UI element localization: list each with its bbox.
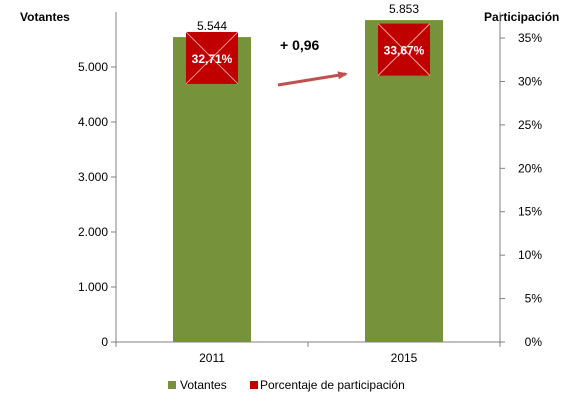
right-tick-label: 0% [525, 335, 543, 349]
x-tick-label: 2015 [391, 351, 418, 365]
right-tick-label: 20% [518, 161, 542, 175]
annotation-arrow [277, 71, 348, 87]
participation-data-label: 33,67% [384, 44, 425, 58]
markers-group: 32,71% 33,67% [185, 23, 431, 85]
left-tick-label: 5.000 [78, 60, 108, 74]
legend: Votantes Porcentaje de participación [168, 378, 405, 392]
left-tick-label: 1.000 [78, 280, 108, 294]
left-axis-title: Votantes [20, 10, 70, 24]
participation-marker-diagonal [377, 23, 431, 76]
right-tick-label: 30% [518, 74, 542, 88]
right-tick-label: 25% [518, 118, 542, 132]
right-tick-label: 15% [518, 205, 542, 219]
left-tick-label: 0 [101, 335, 108, 349]
participation-marker-diagonal [185, 31, 239, 85]
annotation-text: + 0,96 [280, 37, 320, 53]
right-tick-label: 10% [518, 248, 542, 262]
right-axis-ticks: 0% 5% 10% 15% 20% 25% 30% 35% [500, 31, 542, 349]
legend-label-participacion: Porcentaje de participación [260, 378, 405, 392]
legend-swatch-participacion [250, 381, 258, 389]
right-axis-title: Participación [484, 10, 559, 24]
participation-data-label: 32,71% [192, 52, 233, 66]
left-tick-label: 2.000 [78, 225, 108, 239]
left-tick-label: 4.000 [78, 115, 108, 129]
left-tick-label: 3.000 [78, 170, 108, 184]
left-axis-ticks: 0 1.000 2.000 3.000 4.000 5.000 [78, 60, 116, 349]
bar-data-label: 5.853 [389, 2, 419, 16]
x-tick-label: 2011 [199, 351, 225, 365]
right-tick-label: 35% [518, 31, 542, 45]
legend-label-votantes: Votantes [180, 378, 227, 392]
x-axis-ticks: 2011 2015 [115, 342, 501, 365]
bar-votantes [173, 37, 251, 343]
legend-swatch-votantes [168, 381, 176, 389]
right-tick-label: 5% [525, 292, 543, 306]
bar-data-label: 5.544 [197, 19, 227, 33]
